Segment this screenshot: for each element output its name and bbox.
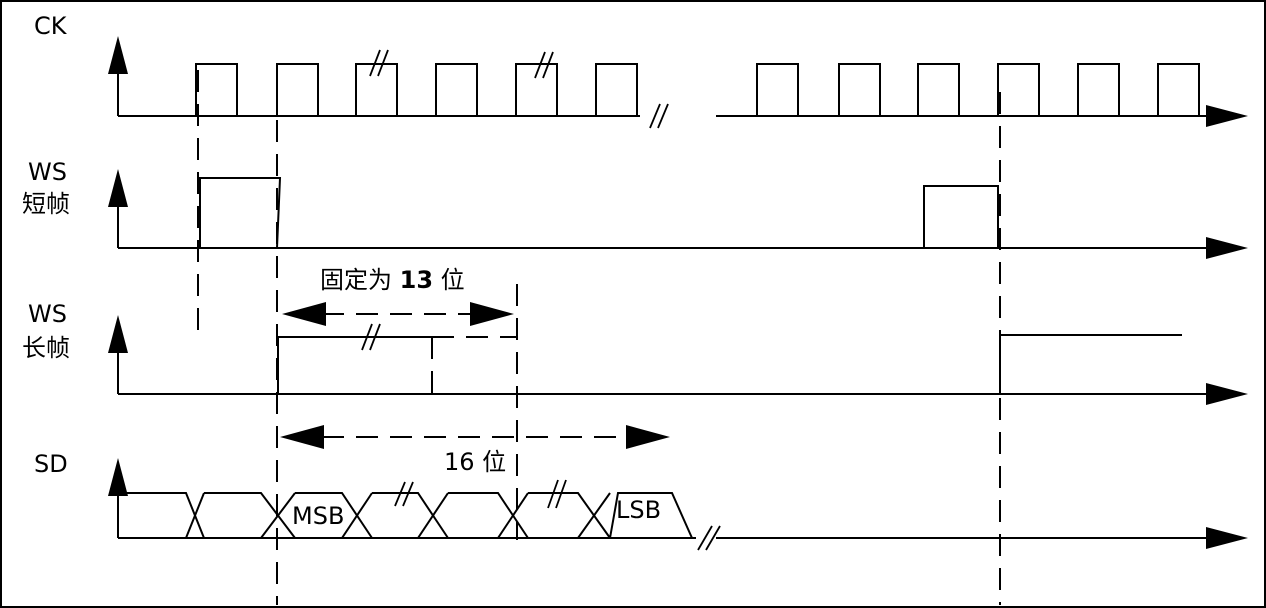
- ck-pulse: [917, 63, 960, 116]
- ws-long-sublabel: 长帧: [22, 334, 70, 362]
- ck-pulse-break-mark: [377, 49, 389, 77]
- ws-long-waveform: [277, 323, 1182, 394]
- ws-long-high: [999, 334, 1182, 394]
- ck-pulse: [1157, 63, 1200, 116]
- ck-pulse: [595, 63, 638, 116]
- ws-short-sublabel: 短帧: [22, 190, 70, 218]
- ck-axis-gap: [640, 110, 716, 122]
- ck-pulse: [195, 63, 238, 116]
- sd-break-mark: [547, 479, 559, 509]
- 16-bit-label: 16 位: [444, 448, 506, 476]
- sd-break-mark: [394, 481, 406, 507]
- lsb-label: LSB: [616, 496, 661, 524]
- ck-pulse: [515, 63, 558, 116]
- 16-bit-arrow: [280, 425, 670, 449]
- ck-pulse-break-mark: [542, 51, 554, 79]
- sd-axis: [108, 458, 1248, 549]
- sd-break-mark: [402, 481, 414, 507]
- ws-short-waveform: [199, 177, 999, 249]
- ck-pulse-break-mark: [369, 49, 381, 77]
- ws-short-axis: [108, 169, 1248, 259]
- fixed-13-bit-arrow: [282, 302, 514, 326]
- ws-short-label: WS: [28, 158, 67, 186]
- ck-break-mark: [657, 103, 669, 129]
- sd-break-mark: [697, 525, 713, 551]
- ck-pulse: [756, 63, 799, 116]
- reference-lines: [197, 70, 1001, 605]
- ck-pulse: [435, 63, 478, 116]
- ck-waveform: [195, 49, 1200, 129]
- ck-break-mark: [649, 103, 661, 129]
- ws-long-high: [277, 336, 432, 394]
- ck-pulse: [355, 63, 398, 116]
- sd-label: SD: [34, 450, 68, 478]
- ck-pulse: [838, 63, 881, 116]
- ck-pulse: [997, 63, 1040, 116]
- ws-long-axis: [108, 315, 1248, 405]
- sd-break-mark: [555, 479, 567, 509]
- msb-label: MSB: [292, 502, 344, 530]
- ck-label: CK: [34, 12, 68, 40]
- ck-pulse: [1077, 63, 1120, 116]
- ws-long-break-mark: [369, 323, 381, 351]
- ws-short-pulse: [923, 185, 999, 248]
- ck-pulse: [276, 63, 319, 116]
- sd-break-mark: [705, 525, 721, 551]
- fixed-13-bit-label: 固定为 13 位: [320, 266, 465, 294]
- ck-pulse-break-mark: [534, 51, 546, 79]
- ws-short-pulse: [199, 177, 282, 249]
- ws-long-break-mark: [361, 323, 373, 351]
- ws-long-label: WS: [28, 300, 67, 328]
